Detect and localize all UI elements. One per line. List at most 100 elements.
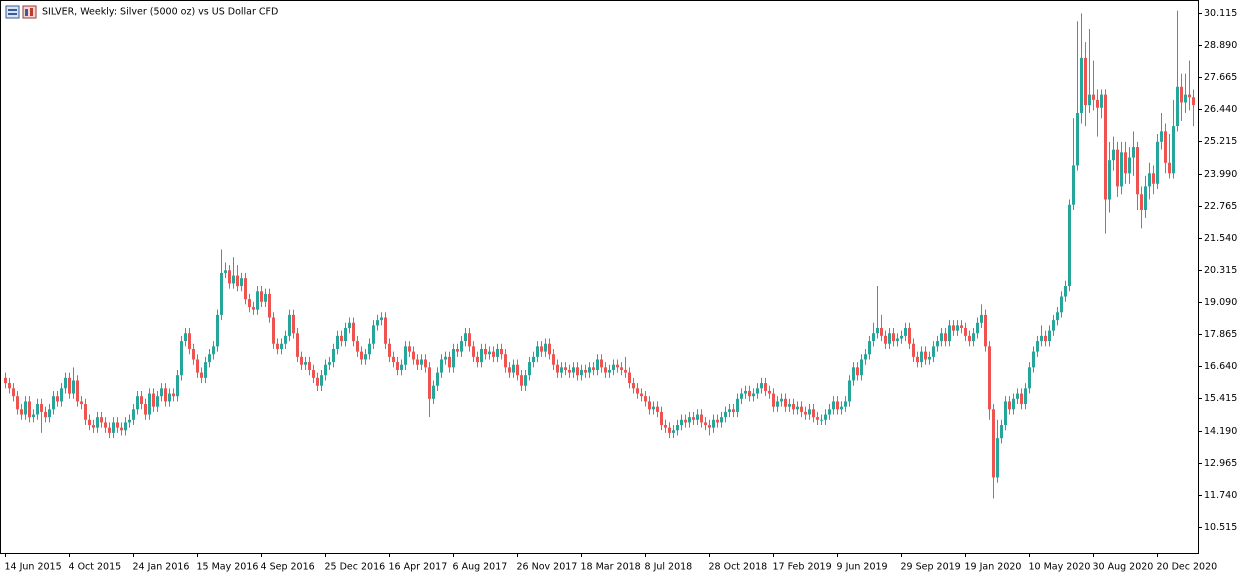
candle-body [180,341,183,376]
candle-body [1140,194,1143,210]
candle-body [1152,173,1155,184]
candle-body [972,333,975,342]
candle-body [952,325,955,331]
candle-body [184,333,187,342]
x-tick-label: 15 May 2016 [197,562,259,573]
candle-body [1144,186,1147,210]
x-tick-label: 14 Jun 2015 [5,562,62,573]
candle-body [120,427,123,431]
candle-body [504,354,507,368]
candle-body [1112,149,1115,161]
candle-body [384,317,387,344]
candle-body [448,356,451,368]
candle-body [500,348,503,355]
candle-body [32,414,35,418]
candle-body [204,362,207,378]
candle-body [624,369,627,373]
candle-body [804,411,807,415]
candle-body [592,367,595,370]
candle-body [236,275,239,287]
candle-body [924,351,927,360]
candle-body [456,348,459,352]
candle-body [60,388,63,402]
candle-body [1132,147,1135,158]
candle-body [288,314,291,336]
candle-body [228,270,231,284]
candle-body [528,362,531,376]
candle-body [712,419,715,428]
candle-body [568,369,571,373]
candle-body [816,417,819,420]
candle-body [704,422,707,426]
candle-body [484,348,487,355]
candle-body [168,393,171,402]
candle-body [1124,152,1127,174]
candle-body [44,411,47,418]
x-tick-label: 9 Jun 2019 [837,562,888,573]
candle-body [580,369,583,376]
candle-body [152,393,155,407]
candle-body [888,333,891,344]
candle-body [256,291,259,310]
candle-body [452,348,455,368]
candle-body [1032,351,1035,368]
candle-body [1088,94,1091,106]
candle-body [572,367,575,373]
y-tick-label: 17.865 [1204,329,1237,340]
candle-body [792,404,795,410]
candle-body [696,414,699,420]
candle-body [420,359,423,365]
candle-body [476,356,479,363]
candle-body [836,401,839,410]
candle-body [700,414,703,423]
candle-body [88,419,91,426]
candle-body [604,367,607,373]
candle-body [1100,94,1103,108]
candle-body [912,343,915,357]
candle-body [1184,94,1187,103]
candle-body [280,343,283,349]
candle-body [652,406,655,410]
candle-body [4,377,7,384]
candle-body [800,406,803,412]
candle-body [860,359,863,376]
candle-body [1040,335,1043,342]
candle-body [16,396,19,410]
candle-body [928,356,931,360]
candle-body [740,393,743,399]
candle-body [764,383,767,391]
candle-body [672,430,675,433]
candle-body [1148,173,1151,187]
candle-body [132,409,135,420]
candle-body [1068,204,1071,287]
candle-body [1176,86,1179,127]
candle-body [348,322,351,329]
candle-body [376,320,379,326]
candle-body [1192,97,1195,106]
candle-body [368,343,371,355]
candle-body [964,328,967,336]
candle-body [1028,367,1031,389]
x-tick-label: 6 Aug 2017 [453,562,508,573]
candle-body [72,380,75,394]
candle-body [1052,320,1055,331]
y-tick-label: 22.765 [1204,201,1237,212]
candle-body [664,425,667,428]
candle-body [164,388,167,402]
candle-body [428,367,431,399]
candle-body [392,356,395,363]
y-tick-label: 11.740 [1204,490,1237,501]
y-tick-label: 26.440 [1204,104,1237,115]
candle-body [968,335,971,342]
candle-body [736,398,739,412]
candle-body [784,398,787,407]
candle-body [844,401,847,407]
candle-body [416,359,419,365]
candle-body [492,351,495,357]
candle-body [812,409,815,418]
candle-body [916,356,919,363]
candle-body [960,325,963,329]
candle-body [560,367,563,373]
candle-body [52,396,55,410]
